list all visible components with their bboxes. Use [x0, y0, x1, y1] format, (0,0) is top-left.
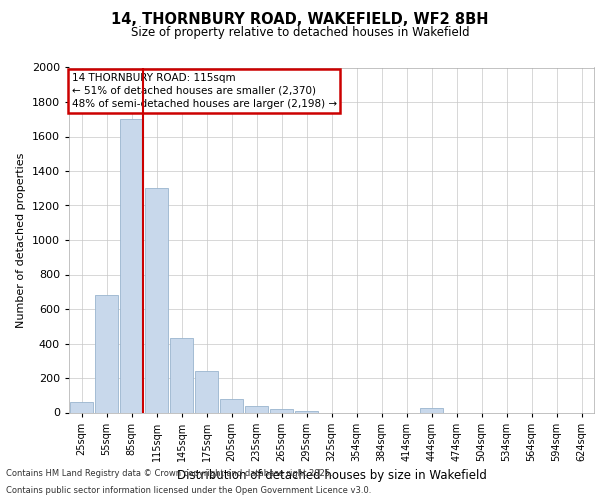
- Bar: [70, 402, 93, 412]
- Bar: [420, 408, 443, 412]
- Text: Contains HM Land Registry data © Crown copyright and database right 2025.: Contains HM Land Registry data © Crown c…: [6, 468, 332, 477]
- Text: Size of property relative to detached houses in Wakefield: Size of property relative to detached ho…: [131, 26, 469, 39]
- Text: 14, THORNBURY ROAD, WAKEFIELD, WF2 8BH: 14, THORNBURY ROAD, WAKEFIELD, WF2 8BH: [111, 12, 489, 28]
- X-axis label: Distribution of detached houses by size in Wakefield: Distribution of detached houses by size …: [176, 469, 487, 482]
- Bar: [270, 409, 293, 412]
- Bar: [120, 119, 143, 412]
- Bar: [295, 411, 318, 412]
- Bar: [145, 188, 168, 412]
- Bar: [245, 406, 268, 412]
- Bar: [170, 338, 193, 412]
- Text: 14 THORNBURY ROAD: 115sqm
← 51% of detached houses are smaller (2,370)
48% of se: 14 THORNBURY ROAD: 115sqm ← 51% of detac…: [71, 72, 337, 109]
- Bar: [95, 295, 118, 412]
- Bar: [195, 371, 218, 412]
- Bar: [220, 398, 243, 412]
- Text: Contains public sector information licensed under the Open Government Licence v3: Contains public sector information licen…: [6, 486, 371, 495]
- Y-axis label: Number of detached properties: Number of detached properties: [16, 152, 26, 328]
